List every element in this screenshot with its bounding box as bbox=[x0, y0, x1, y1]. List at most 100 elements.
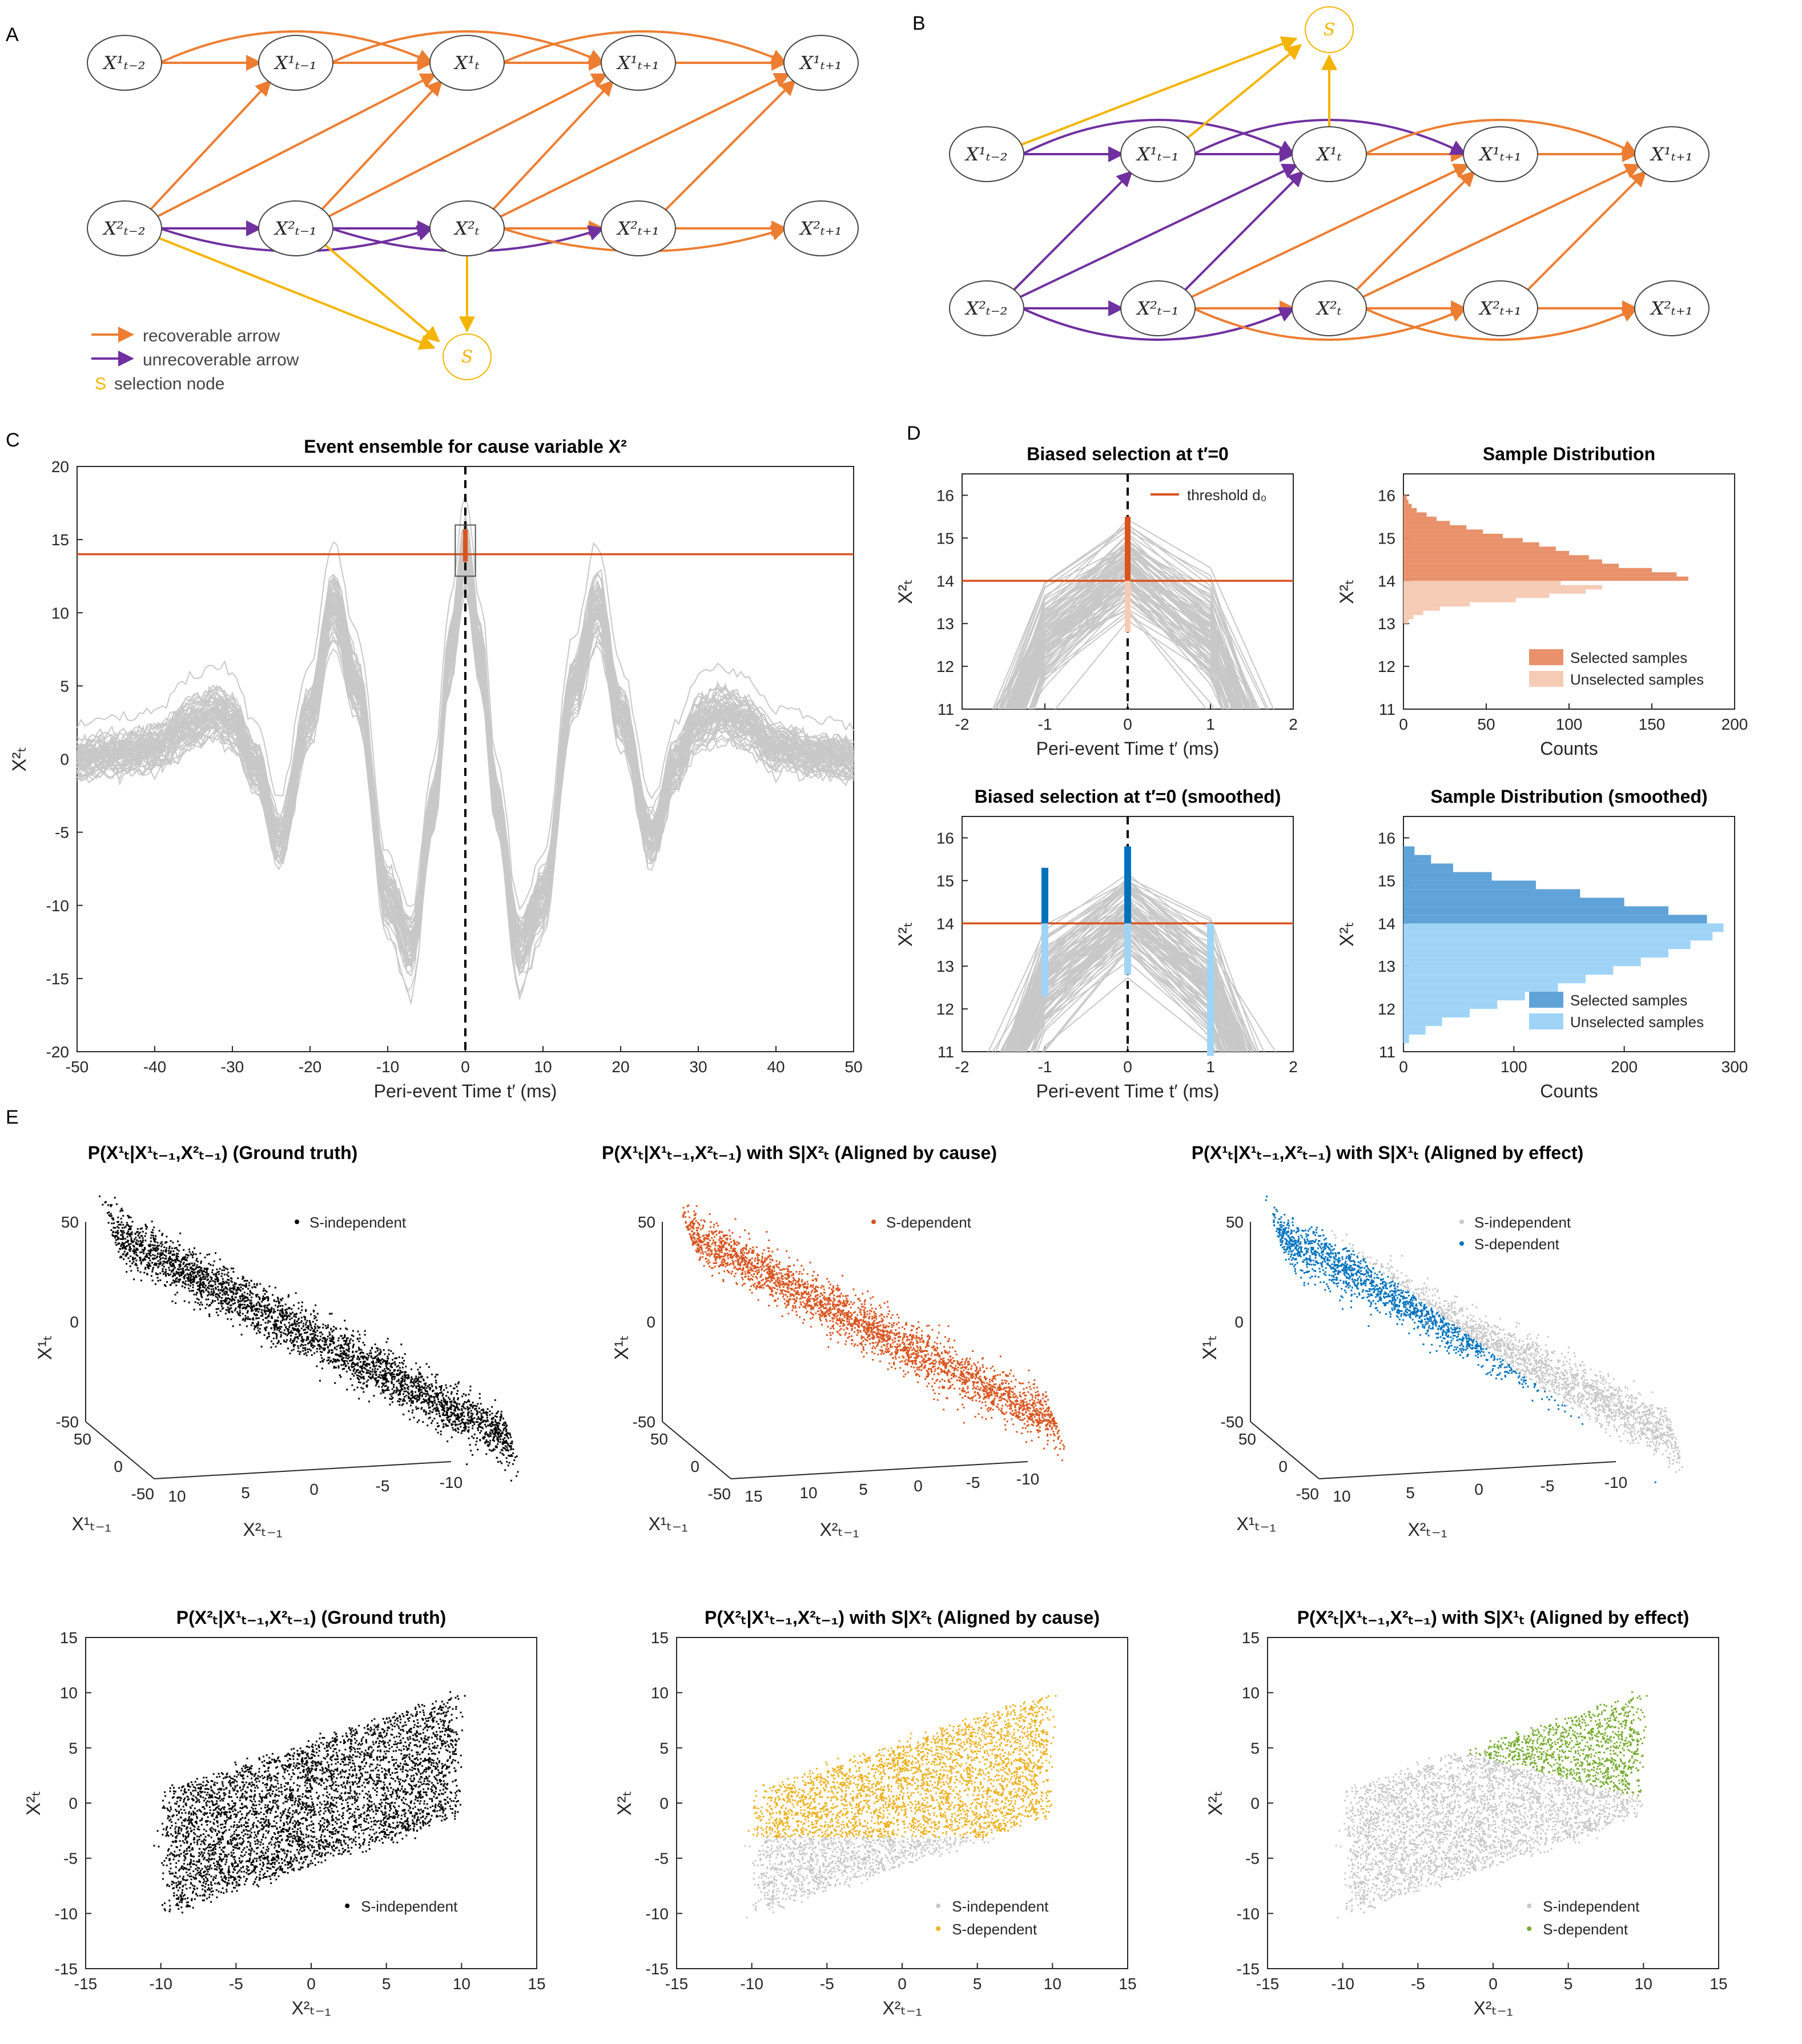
y-axis-label: X²ₜ bbox=[9, 746, 30, 771]
x-axis-label: Peri-event Time t′ (ms) bbox=[1036, 1081, 1220, 1101]
legend-marker bbox=[345, 1904, 350, 1908]
y-tick-label: -5 bbox=[55, 824, 69, 842]
x-tick-label: -2 bbox=[955, 1058, 970, 1076]
x-tick-label: 10 bbox=[453, 1975, 470, 1993]
y-tick-label: 15 bbox=[651, 1629, 669, 1647]
diagram-a-node bbox=[429, 200, 505, 256]
ensemble-trace bbox=[77, 556, 854, 951]
diagram-a-arrow bbox=[501, 30, 787, 65]
diagram-a-node bbox=[258, 200, 333, 256]
x-axis-label: X¹ₜ₋₁ bbox=[648, 1514, 687, 1534]
histogram-bar bbox=[1403, 615, 1414, 619]
diagram-a-arrow bbox=[148, 79, 272, 211]
x-axis-label: X²ₜ₋₁ bbox=[882, 1998, 922, 2018]
x-tick-label: 10 bbox=[1044, 1975, 1061, 1993]
x-tick-label: 100 bbox=[1556, 715, 1583, 733]
scatter-points bbox=[153, 1691, 466, 1914]
selected-samples bbox=[462, 529, 468, 562]
causal-diagram-b: X¹ₜ₋₂ X¹ₜ₋₁ X¹ₜ X¹ₜ₊₁ X¹ₜ₊₁ X²ₜ₋₂ X²ₜ₋₁ X²ₜ X²ₜ₊… bbox=[949, 6, 1710, 341]
legend-marker bbox=[295, 1220, 299, 1224]
x-tick-label: 200 bbox=[1721, 715, 1748, 733]
histogram-bar bbox=[1403, 606, 1440, 611]
diagram-a-arrow bbox=[498, 73, 791, 219]
z-tick-label: 50 bbox=[638, 1213, 655, 1231]
y-tick-label: 0 bbox=[1250, 1794, 1260, 1812]
y-tick-label: 14 bbox=[936, 915, 954, 932]
y-tick-label: 5 bbox=[69, 1739, 78, 1757]
y-tick-label: 14 bbox=[1378, 572, 1395, 590]
y-tick-label: -15 bbox=[646, 1960, 669, 1978]
diagram-a-node-label: X²ₜ₋₂ bbox=[102, 218, 145, 239]
diagram-b-node bbox=[1120, 280, 1196, 336]
scatter-points bbox=[99, 1195, 519, 1482]
diagram-a-arrow bbox=[157, 236, 436, 350]
legend-marker bbox=[871, 1220, 876, 1224]
y-axis bbox=[1318, 1461, 1616, 1479]
x-axis bbox=[85, 1421, 155, 1479]
y-tick-label: 10 bbox=[51, 604, 69, 622]
ensemble-trace bbox=[77, 586, 854, 966]
diagram-a-arrow bbox=[323, 243, 440, 343]
y-tick-label: -10 bbox=[1016, 1470, 1039, 1488]
scatter-points bbox=[1469, 1691, 1648, 1797]
panel-label-d: D bbox=[907, 423, 921, 444]
y-tick-label: 5 bbox=[1406, 1484, 1415, 1502]
z-tick-label: 0 bbox=[646, 1313, 655, 1331]
unselected-column bbox=[1207, 923, 1214, 1056]
chart-title: P(X¹ₜ|X¹ₜ₋₁,X²ₜ₋₁) (Ground truth) bbox=[88, 1142, 358, 1163]
legend-label: S-dependent bbox=[886, 1214, 972, 1231]
aligned-by-cause-2d-scatter: -15 -10 -5 0 5 10 15 -15 -10 -5 0 5 10 15 P(X²ₜ|X¹ₜ₋₁,… bbox=[614, 1607, 1137, 2018]
diagram-b-arrow bbox=[1021, 119, 1296, 155]
legend-unselected-label: Unselected samples bbox=[1570, 671, 1704, 688]
y-tick-label: 11 bbox=[1379, 701, 1395, 718]
histogram-bar bbox=[1403, 949, 1668, 958]
chart-title: Event ensemble for cause variable X² bbox=[304, 436, 627, 457]
ensemble-trace bbox=[77, 518, 854, 941]
x-tick-label: 0 bbox=[690, 1458, 699, 1475]
legend-unselected-label: Unselected samples bbox=[1570, 1013, 1704, 1031]
histogram-bar bbox=[1403, 619, 1409, 624]
y-tick-label: 15 bbox=[51, 531, 69, 549]
histogram-bar bbox=[1403, 957, 1641, 967]
zoom-box bbox=[454, 524, 476, 577]
z-axis-label: X¹ₜ bbox=[34, 1335, 56, 1360]
y-tick-label: 16 bbox=[936, 829, 954, 847]
panel-label-c: C bbox=[6, 429, 20, 451]
x-tick-label: -50 bbox=[708, 1485, 731, 1503]
diagram-b-node bbox=[1463, 280, 1538, 336]
x-tick-label: -5 bbox=[1411, 1975, 1425, 1993]
histogram-bar bbox=[1403, 564, 1619, 568]
selected-column bbox=[1041, 867, 1048, 924]
histogram-bar bbox=[1403, 508, 1417, 513]
chart-title: P(X²ₜ|X¹ₜ₋₁,X²ₜ₋₁) with S|X²ₜ (Aligned b… bbox=[705, 1607, 1100, 1628]
y-tick-label: -10 bbox=[646, 1905, 669, 1922]
histogram-bar bbox=[1403, 542, 1539, 547]
sample-distribution-smoothed-chart: 0 100 200 300 11 12 13 14 15 16 Sample Distributio… bbox=[1336, 786, 1748, 1101]
diagram-b-arrow bbox=[1192, 307, 1467, 341]
trace bbox=[1041, 977, 1216, 1052]
histogram-bar bbox=[1403, 576, 1688, 581]
histogram-bar bbox=[1403, 898, 1624, 907]
diagram-b-arrow bbox=[1185, 44, 1302, 140]
diagram-b-arrow bbox=[1183, 170, 1305, 292]
x-tick-label: -50 bbox=[1296, 1485, 1319, 1503]
x-tick-label: 5 bbox=[973, 1975, 982, 1993]
axes-box bbox=[85, 1637, 537, 1969]
x-tick-label: -1 bbox=[1038, 715, 1052, 733]
y-tick-label: -5 bbox=[1540, 1477, 1555, 1495]
x-tick-label: 15 bbox=[528, 1975, 545, 1993]
x-tick-label: 10 bbox=[1635, 1975, 1652, 1993]
chart-title: Biased selection at t′=0 bbox=[1027, 444, 1229, 464]
histogram-bar bbox=[1403, 915, 1707, 924]
legend-label: S-independent bbox=[1474, 1214, 1571, 1231]
diagram-b-arrow bbox=[1012, 170, 1133, 292]
histogram-bar bbox=[1403, 602, 1470, 607]
y-tick-label: 11 bbox=[938, 1043, 954, 1061]
x-tick-label: 0 bbox=[1399, 1058, 1408, 1076]
y-tick-label: 0 bbox=[60, 751, 69, 768]
diagram-b-arrow bbox=[1189, 163, 1470, 299]
x-tick-label: 5 bbox=[382, 1975, 391, 1993]
y-tick-label: 10 bbox=[168, 1487, 186, 1505]
